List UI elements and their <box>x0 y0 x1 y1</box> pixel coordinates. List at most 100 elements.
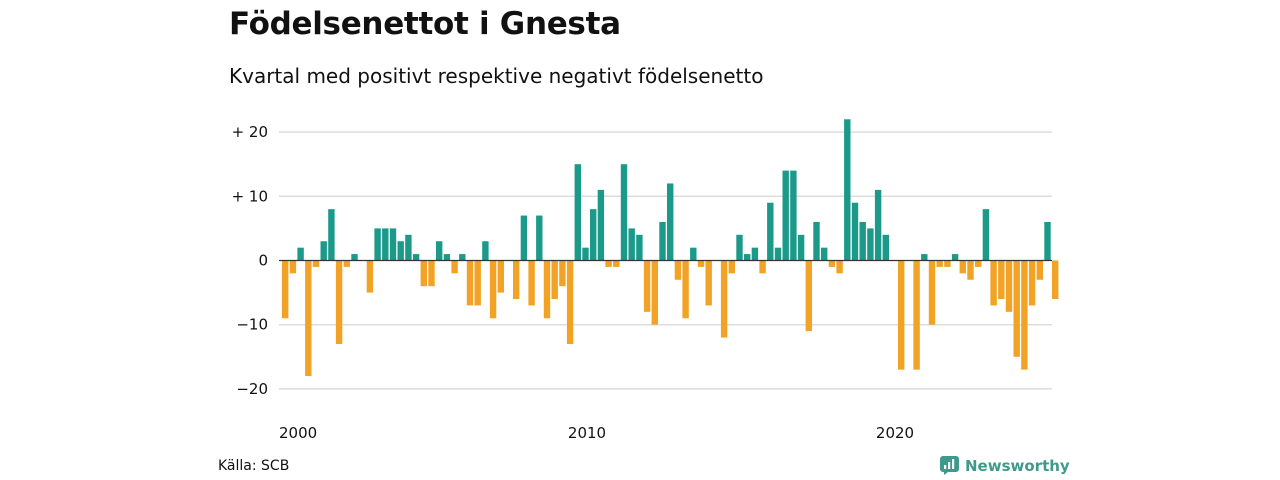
bars <box>282 119 1059 377</box>
bar-negative <box>720 260 728 338</box>
bar-positive <box>821 247 828 261</box>
bar-positive <box>574 164 581 261</box>
bar-negative <box>1036 260 1043 280</box>
bar-negative <box>759 260 766 274</box>
bar-negative <box>551 260 558 300</box>
chart-subtitle: Kvartal med positivt respektive negativt… <box>229 64 764 88</box>
bar-positive <box>636 234 643 261</box>
bar-negative <box>1005 260 1013 312</box>
bar-negative <box>289 260 297 274</box>
bar-negative <box>282 260 289 319</box>
bar-negative <box>497 260 504 293</box>
bar-positive <box>751 247 759 261</box>
bar-negative <box>428 260 435 287</box>
bar-positive <box>443 254 451 261</box>
bar-positive <box>797 234 805 261</box>
bar-positive <box>782 170 789 261</box>
y-tick-label: −10 <box>236 316 268 334</box>
bar-negative <box>1052 260 1059 300</box>
bar-negative <box>643 260 651 312</box>
bar-positive <box>405 234 412 261</box>
bar-negative <box>335 260 343 344</box>
bar-positive <box>1044 221 1051 261</box>
bar-positive <box>744 254 751 261</box>
bar-negative <box>474 260 481 306</box>
bar-negative <box>944 260 951 267</box>
bar-positive <box>412 254 420 261</box>
bar-positive <box>767 202 774 261</box>
bar-positive <box>921 254 928 261</box>
bar-negative <box>451 260 458 274</box>
bar-positive <box>297 247 304 261</box>
bar-negative <box>1021 260 1028 370</box>
y-tick-label: 0 <box>258 252 268 270</box>
bar-positive <box>982 209 990 261</box>
chart-title: Födelsenettot i Gnesta <box>229 6 621 42</box>
source-note: Källa: SCB <box>218 458 290 474</box>
bar-negative <box>366 260 374 293</box>
bar-positive <box>351 254 358 261</box>
bar-positive <box>436 241 443 261</box>
bar-negative <box>828 260 836 267</box>
bar-negative <box>343 260 350 267</box>
bar-negative <box>613 260 620 267</box>
bar-positive <box>951 254 959 261</box>
bar-positive <box>382 228 389 261</box>
bar-positive <box>882 234 889 261</box>
bar-negative <box>566 260 574 344</box>
bar-negative <box>528 260 535 306</box>
bar-negative <box>967 260 974 280</box>
bar-negative <box>959 260 966 274</box>
bar-positive <box>874 189 882 261</box>
y-tick-label: + 10 <box>232 187 268 205</box>
bar-negative <box>805 260 812 332</box>
bar-negative <box>543 260 551 319</box>
x-axis-labels: 2000 2010 2020 <box>279 424 914 442</box>
bar-negative <box>728 260 735 274</box>
bar-negative <box>1013 260 1020 357</box>
bar-positive <box>389 228 397 261</box>
bar-negative <box>990 260 997 306</box>
bar-positive <box>459 254 466 261</box>
bar-negative <box>913 260 920 370</box>
bar-negative <box>651 260 658 325</box>
bar-positive <box>620 164 628 261</box>
bar-negative <box>489 260 497 319</box>
grid-lines <box>279 131 1052 390</box>
newsworthy-logo-icon <box>940 456 959 475</box>
bar-positive <box>597 189 605 261</box>
bar-positive <box>667 183 674 261</box>
bar-positive <box>628 228 635 261</box>
bar-negative <box>312 260 320 267</box>
bar-positive <box>851 202 859 261</box>
y-tick-label: + 20 <box>232 123 268 141</box>
bar-negative <box>705 260 712 306</box>
bar-positive <box>328 209 335 261</box>
bar-positive <box>590 209 597 261</box>
bar-positive <box>859 221 866 261</box>
y-axis-labels: + 20 + 10 0 −10 −20 <box>232 123 268 398</box>
brand-name: Newsworthy <box>965 456 1070 475</box>
bar-negative <box>305 260 312 377</box>
bar-negative <box>836 260 843 274</box>
bar-positive <box>536 215 543 261</box>
bar-positive <box>774 247 782 261</box>
bar-positive <box>320 241 327 261</box>
bar-negative <box>928 260 936 325</box>
bar-negative <box>998 260 1005 300</box>
x-tick-label: 2000 <box>279 424 317 442</box>
bar-negative <box>674 260 682 280</box>
bar-positive <box>690 247 697 261</box>
bar-negative <box>898 260 905 370</box>
bar-negative <box>682 260 689 319</box>
brand[interactable]: Newsworthy <box>940 456 1070 475</box>
bar-negative <box>1028 260 1036 306</box>
bar-negative <box>466 260 474 306</box>
bar-positive <box>659 221 666 261</box>
bar-negative <box>513 260 520 300</box>
bar-positive <box>844 119 851 261</box>
y-tick-label: −20 <box>236 380 268 398</box>
bar-positive <box>374 228 381 261</box>
bar-positive <box>482 241 489 261</box>
